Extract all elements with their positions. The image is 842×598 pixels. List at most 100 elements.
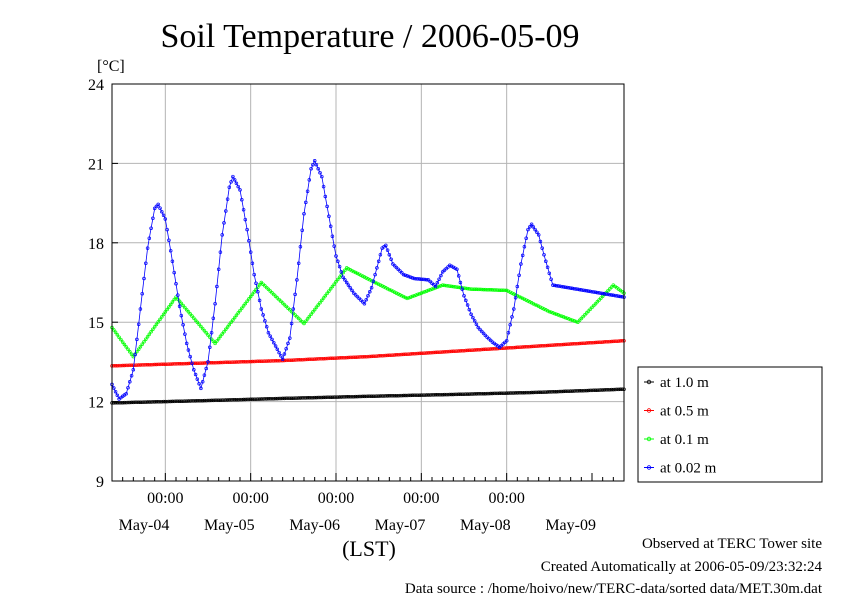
series-point bbox=[602, 340, 607, 344]
series-point bbox=[183, 361, 187, 366]
series-point bbox=[254, 281, 258, 285]
series-point bbox=[250, 261, 255, 266]
series-point bbox=[458, 280, 463, 285]
y-axis-unit: [°C] bbox=[97, 58, 125, 75]
series-point bbox=[240, 397, 244, 402]
series-point bbox=[183, 399, 187, 403]
series-point bbox=[487, 288, 491, 292]
series-point bbox=[321, 395, 326, 400]
day-label: May-07 bbox=[375, 517, 426, 534]
series-point bbox=[464, 298, 468, 303]
series-point bbox=[492, 391, 496, 396]
series-point bbox=[380, 394, 384, 398]
series-point bbox=[254, 397, 258, 401]
series-point bbox=[289, 358, 294, 362]
series-point bbox=[369, 286, 374, 290]
series-point bbox=[496, 288, 500, 292]
series-point bbox=[538, 390, 543, 395]
series-point bbox=[540, 344, 544, 348]
series-point bbox=[579, 316, 584, 321]
series-point bbox=[536, 304, 541, 309]
series-point bbox=[238, 397, 242, 402]
series-point bbox=[608, 292, 612, 297]
series-point bbox=[570, 342, 575, 346]
series-point bbox=[446, 284, 450, 288]
series-point bbox=[424, 289, 429, 293]
series-point bbox=[160, 362, 164, 367]
series-point bbox=[232, 360, 237, 364]
series-point bbox=[563, 315, 568, 320]
series-point bbox=[220, 233, 224, 237]
series-point bbox=[576, 341, 580, 346]
series-point bbox=[540, 246, 544, 250]
series-point bbox=[471, 287, 475, 291]
series-point bbox=[588, 289, 592, 294]
x-tick-label: 00:00 bbox=[232, 490, 268, 507]
series-point bbox=[488, 288, 493, 292]
series-point bbox=[213, 301, 217, 306]
series-point bbox=[355, 355, 360, 359]
series-point bbox=[584, 341, 589, 345]
series-point bbox=[465, 348, 470, 353]
footer-site: Observed at TERC Tower site bbox=[641, 536, 822, 552]
series-point bbox=[163, 217, 168, 221]
series-point bbox=[471, 348, 475, 352]
series-point bbox=[341, 275, 345, 279]
series-point bbox=[188, 361, 192, 366]
series-point bbox=[471, 392, 475, 396]
series-point bbox=[535, 390, 539, 395]
series-point bbox=[248, 397, 253, 402]
series-point bbox=[380, 284, 384, 288]
series-point bbox=[193, 361, 198, 366]
series-point bbox=[615, 387, 619, 392]
series-point bbox=[190, 361, 194, 365]
series-point bbox=[503, 288, 507, 293]
series-point bbox=[522, 245, 527, 249]
series-point bbox=[384, 286, 388, 290]
series-point bbox=[176, 399, 180, 404]
series-point bbox=[355, 294, 360, 299]
series-point bbox=[199, 361, 203, 365]
series-point bbox=[378, 394, 383, 398]
series-point bbox=[586, 341, 591, 345]
series-point bbox=[247, 397, 251, 402]
series-point bbox=[501, 346, 505, 350]
series-point bbox=[215, 339, 219, 343]
series-point bbox=[346, 267, 351, 271]
series-point bbox=[359, 298, 363, 302]
series-point bbox=[439, 350, 443, 354]
series-point bbox=[160, 315, 164, 319]
series-point bbox=[222, 329, 226, 334]
series-point bbox=[412, 351, 416, 356]
series-point bbox=[231, 360, 235, 364]
x-tick-label: 00:00 bbox=[147, 490, 183, 507]
series-point bbox=[256, 397, 260, 401]
series-point bbox=[542, 252, 546, 257]
series-point bbox=[520, 390, 525, 395]
series-point bbox=[220, 398, 224, 402]
series-point bbox=[336, 395, 340, 399]
series-point bbox=[480, 391, 484, 396]
series-point bbox=[304, 357, 308, 362]
series-point bbox=[197, 399, 201, 403]
series-point bbox=[213, 360, 217, 365]
series-point bbox=[545, 390, 550, 394]
series-point bbox=[519, 262, 523, 266]
series-point bbox=[433, 350, 438, 355]
series-point bbox=[176, 297, 180, 301]
series-point bbox=[394, 353, 399, 357]
series-point bbox=[504, 391, 509, 395]
series-point bbox=[579, 388, 584, 393]
series-point bbox=[392, 353, 397, 357]
series-point bbox=[316, 357, 320, 361]
series-point bbox=[252, 397, 256, 401]
series-point bbox=[476, 325, 480, 330]
series-point bbox=[312, 395, 317, 400]
series-point bbox=[128, 400, 132, 405]
series-point bbox=[264, 359, 269, 363]
series-point bbox=[359, 273, 363, 277]
series-point bbox=[387, 252, 392, 257]
series-point bbox=[504, 346, 509, 350]
series-point bbox=[136, 322, 141, 326]
series-point bbox=[424, 277, 429, 282]
